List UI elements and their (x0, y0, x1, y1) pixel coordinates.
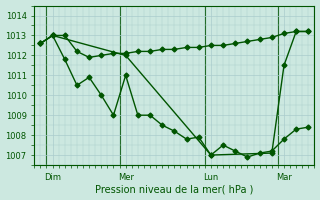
X-axis label: Pression niveau de la mer( hPa ): Pression niveau de la mer( hPa ) (95, 184, 253, 194)
